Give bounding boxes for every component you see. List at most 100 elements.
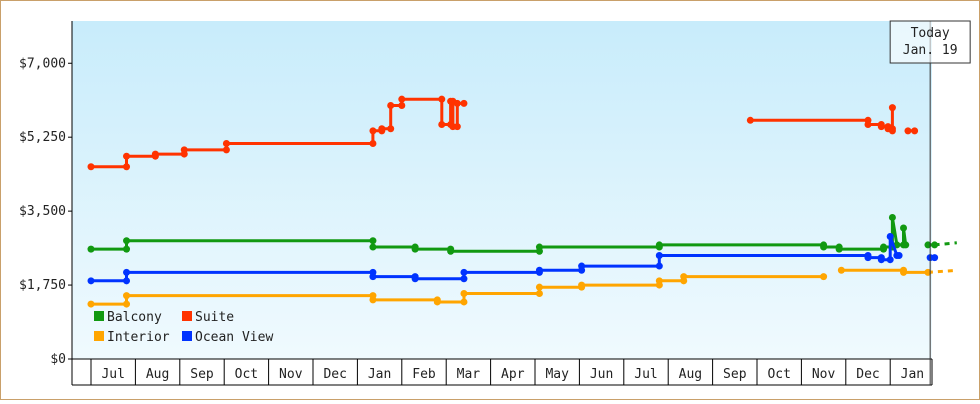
forecast-line xyxy=(927,268,957,274)
legend-swatch xyxy=(94,311,104,321)
legend-item: Balcony xyxy=(94,310,162,325)
data-point xyxy=(398,102,406,109)
data-point xyxy=(835,245,843,253)
y-tick-label: $1,750 xyxy=(19,278,66,293)
legend-item: Suite xyxy=(182,310,234,325)
series-line xyxy=(91,275,824,306)
data-point xyxy=(87,245,95,253)
data-point xyxy=(123,292,131,300)
x-tick-label: Jan xyxy=(368,367,391,382)
data-point xyxy=(904,127,912,135)
y-axis: $0 $1,750 $3,500 $5,250 $7,000 xyxy=(19,21,73,367)
data-point xyxy=(123,268,131,276)
data-point xyxy=(911,127,919,135)
data-point xyxy=(746,116,754,124)
x-tick-label: Feb xyxy=(412,367,436,382)
data-point xyxy=(931,254,939,262)
data-point xyxy=(453,123,461,131)
data-point xyxy=(378,125,386,133)
data-point xyxy=(880,243,888,251)
data-point xyxy=(411,275,419,283)
data-point xyxy=(895,251,903,259)
x-tick-label: Jan xyxy=(901,367,924,382)
x-tick-label: May xyxy=(545,367,569,382)
data-point xyxy=(680,273,688,281)
y-tick-label: $3,500 xyxy=(19,204,66,219)
x-tick-label: Oct xyxy=(767,367,790,382)
data-point xyxy=(837,266,845,274)
data-point xyxy=(438,95,446,103)
data-point xyxy=(123,300,131,308)
forecast-line xyxy=(934,241,957,247)
legend-label: Suite xyxy=(195,310,234,325)
today-label: Today xyxy=(911,26,950,41)
data-point xyxy=(387,125,395,133)
x-tick-label: Oct xyxy=(235,367,258,382)
x-tick-label: Mar xyxy=(457,367,481,382)
x-tick-label: Sep xyxy=(190,367,214,382)
data-point xyxy=(411,245,419,253)
data-point xyxy=(820,273,828,281)
y-tick-label: $5,250 xyxy=(19,130,66,145)
data-point xyxy=(123,237,131,245)
data-point xyxy=(535,243,543,251)
data-point xyxy=(578,262,586,270)
data-point xyxy=(900,224,908,232)
data-point xyxy=(369,243,377,251)
data-point xyxy=(447,247,455,255)
data-point xyxy=(460,290,468,298)
data-point xyxy=(123,245,131,253)
data-point xyxy=(369,237,377,245)
today-label-box xyxy=(889,20,971,64)
x-tick-label: Aug xyxy=(146,367,169,382)
data-point xyxy=(460,99,468,107)
x-tick-label: Dec xyxy=(856,367,879,382)
data-point xyxy=(888,104,896,112)
legend-swatch xyxy=(94,331,104,341)
today-date: Jan. 19 xyxy=(903,43,958,58)
data-point xyxy=(655,241,663,249)
data-point xyxy=(87,300,95,308)
data-point xyxy=(433,298,441,306)
data-point xyxy=(123,163,131,171)
data-point xyxy=(369,296,377,304)
data-point xyxy=(820,243,828,251)
plot-background xyxy=(72,21,932,359)
y-tick-label: $0 xyxy=(50,352,66,367)
x-tick-label: Nov xyxy=(812,367,836,382)
data-point xyxy=(931,241,939,249)
series-ocean-view xyxy=(87,232,939,285)
x-tick-label: Dec xyxy=(323,367,346,382)
data-point xyxy=(387,102,395,109)
data-point xyxy=(888,127,896,135)
legend: Balcony Suite Interior Ocean View xyxy=(94,310,273,345)
data-point xyxy=(877,256,885,264)
data-point xyxy=(877,123,885,131)
series-suite xyxy=(87,95,919,171)
data-point xyxy=(886,256,894,264)
series-lines xyxy=(87,95,957,308)
data-point xyxy=(369,273,377,281)
data-point xyxy=(864,254,872,262)
legend-label: Ocean View xyxy=(195,330,273,345)
data-point xyxy=(369,127,377,135)
legend-label: Balcony xyxy=(107,310,162,325)
legend-item: Ocean View xyxy=(182,330,273,345)
data-point xyxy=(123,277,131,285)
x-axis: Jul Aug Sep Oct Nov Dec Jan Feb Mar Apr May Jun Jul A… xyxy=(71,358,933,386)
data-point xyxy=(460,275,468,283)
data-point xyxy=(123,152,131,160)
x-tick-label: Nov xyxy=(279,367,303,382)
data-point xyxy=(900,268,908,276)
data-point xyxy=(222,140,230,148)
data-point xyxy=(438,121,446,129)
data-point xyxy=(222,146,230,154)
x-tick-label: Apr xyxy=(501,367,525,382)
data-point xyxy=(535,266,543,274)
data-point xyxy=(535,290,543,298)
data-point xyxy=(398,95,406,103)
data-point xyxy=(578,281,586,289)
legend-swatch xyxy=(182,331,192,341)
data-point xyxy=(886,232,894,240)
